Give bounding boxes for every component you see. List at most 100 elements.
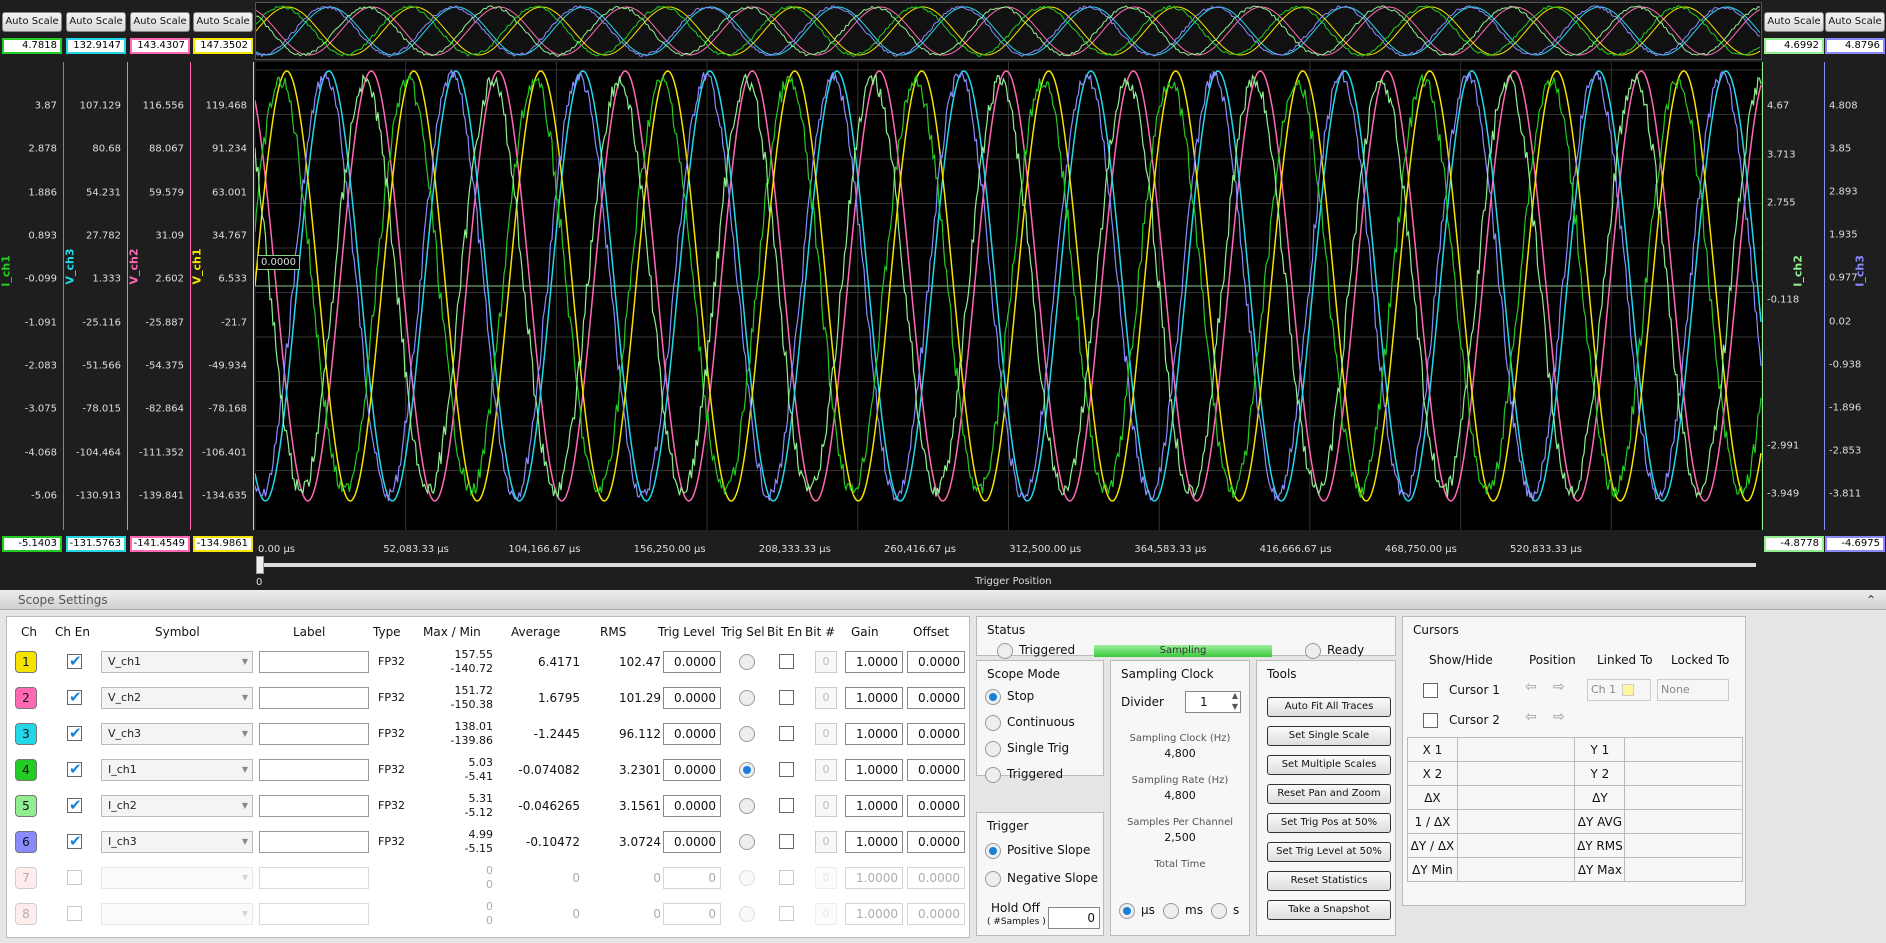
channel-trig-sel-radio[interactable] bbox=[739, 690, 755, 706]
channel-offset-input[interactable]: 0.0000 bbox=[907, 723, 965, 745]
axis-max-input-v-ch2[interactable]: 143.4307 bbox=[130, 38, 190, 54]
auto-scale-button-i-ch3[interactable]: Auto Scale bbox=[1825, 12, 1885, 32]
channel-offset-input[interactable]: 0.0000 bbox=[907, 903, 965, 925]
channel-trig-sel-radio[interactable] bbox=[739, 762, 755, 778]
reset-pan-zoom-button[interactable]: Reset Pan and Zoom bbox=[1267, 784, 1391, 804]
channel-enable-checkbox[interactable] bbox=[67, 688, 82, 706]
channel-offset-input[interactable]: 0.0000 bbox=[907, 687, 965, 709]
set-trig-pos-button[interactable]: Set Trig Pos at 50% bbox=[1267, 813, 1391, 833]
take-snapshot-button[interactable]: Take a Snapshot bbox=[1267, 900, 1391, 920]
set-trig-level-button[interactable]: Set Trig Level at 50% bbox=[1267, 842, 1391, 862]
set-multiple-scales-button[interactable]: Set Multiple Scales bbox=[1267, 755, 1391, 775]
channel-enable-checkbox[interactable] bbox=[67, 760, 82, 778]
channel-symbol-select[interactable]: I_ch2 ▼ bbox=[101, 795, 253, 817]
auto-scale-button-i-ch1[interactable]: Auto Scale bbox=[2, 12, 62, 32]
channel-trig-level-input[interactable]: 0.0000 bbox=[663, 831, 721, 853]
channel-gain-input[interactable]: 1.0000 bbox=[845, 687, 903, 709]
axis-min-input-v-ch3[interactable]: -131.5763 bbox=[66, 536, 126, 552]
channel-bit-en-checkbox[interactable] bbox=[779, 726, 794, 741]
auto-scale-button-v-ch3[interactable]: Auto Scale bbox=[66, 12, 126, 32]
channel-gain-input[interactable]: 1.0000 bbox=[845, 867, 903, 889]
axis-max-input-i-ch2[interactable]: 4.6992 bbox=[1764, 38, 1824, 54]
channel-bit-num-input[interactable]: 0 bbox=[815, 651, 837, 673]
channel-offset-input[interactable]: 0.0000 bbox=[907, 651, 965, 673]
channel-label-input[interactable] bbox=[259, 867, 369, 889]
channel-bit-num-input[interactable]: 0 bbox=[815, 903, 837, 925]
auto-fit-all-traces-button[interactable]: Auto Fit All Traces bbox=[1267, 697, 1391, 717]
cursor-1-locked-select[interactable]: None bbox=[1657, 679, 1729, 701]
channel-symbol-select[interactable]: V_ch3 ▼ bbox=[101, 723, 253, 745]
axis-max-input-i-ch1[interactable]: 4.7818 bbox=[2, 38, 62, 54]
y-axis-v-ch3[interactable]: V_ch3 107.129 80.68 54.231 27.782 1.333 -25.1… bbox=[64, 62, 128, 530]
channel-gain-input[interactable]: 1.0000 bbox=[845, 723, 903, 745]
channel-offset-input[interactable]: 0.0000 bbox=[907, 759, 965, 781]
channel-trig-sel-radio[interactable] bbox=[739, 654, 755, 670]
y-axis-v-ch2[interactable]: V_ch2 116.556 88.067 59.579 31.09 2.602 -25.8… bbox=[128, 62, 191, 530]
channel-label-input[interactable] bbox=[259, 795, 369, 817]
channel-trig-sel-radio[interactable] bbox=[739, 834, 755, 850]
channel-offset-input[interactable]: 0.0000 bbox=[907, 795, 965, 817]
channel-label-input[interactable] bbox=[259, 903, 369, 925]
channel-gain-input[interactable]: 1.0000 bbox=[845, 759, 903, 781]
channel-trig-sel-radio[interactable] bbox=[739, 726, 755, 742]
channel-trig-sel-radio[interactable] bbox=[739, 798, 755, 814]
channel-symbol-select[interactable]: I_ch1 ▼ bbox=[101, 759, 253, 781]
channel-gain-input[interactable]: 1.0000 bbox=[845, 831, 903, 853]
channel-enable-checkbox[interactable] bbox=[67, 906, 82, 921]
channel-label-input[interactable] bbox=[259, 651, 369, 673]
channel-symbol-select[interactable]: ▼ bbox=[101, 903, 253, 925]
reset-statistics-button[interactable]: Reset Statistics bbox=[1267, 871, 1391, 891]
channel-enable-checkbox[interactable] bbox=[67, 832, 82, 850]
channel-offset-input[interactable]: 0.0000 bbox=[907, 867, 965, 889]
channel-trig-level-input[interactable]: 0 bbox=[663, 867, 721, 889]
channel-gain-input[interactable]: 1.0000 bbox=[845, 651, 903, 673]
channel-symbol-select[interactable]: V_ch2 ▼ bbox=[101, 687, 253, 709]
channel-trig-level-input[interactable]: 0.0000 bbox=[663, 687, 721, 709]
channel-enable-checkbox[interactable] bbox=[67, 796, 82, 814]
y-axis-i-ch2[interactable]: I_ch2 4.67 3.713 2.755 -0.118 -2.991 -3.949 bbox=[1762, 62, 1824, 530]
cursor-2-checkbox[interactable] bbox=[1423, 713, 1438, 728]
channel-bit-en-checkbox[interactable] bbox=[779, 798, 794, 813]
channel-trig-level-input[interactable]: 0.0000 bbox=[663, 723, 721, 745]
collapse-icon[interactable]: ⌃ bbox=[1865, 593, 1876, 607]
divider-spinner[interactable]: 1 ▲ ▼ bbox=[1185, 691, 1241, 713]
scope-plot-area[interactable]: 0.0000 bbox=[254, 62, 1763, 530]
trigger-position-handle[interactable] bbox=[256, 556, 264, 574]
channel-trig-level-input[interactable]: 0.0000 bbox=[663, 795, 721, 817]
axis-max-input-v-ch3[interactable]: 132.9147 bbox=[66, 38, 126, 54]
channel-bit-en-checkbox[interactable] bbox=[779, 690, 794, 705]
channel-gain-input[interactable]: 1.0000 bbox=[845, 795, 903, 817]
channel-trig-level-input[interactable]: 0.0000 bbox=[663, 651, 721, 673]
y-axis-i-ch3[interactable]: I_ch3 4.808 3.85 2.893 1.935 0.977 0.02 -0.938… bbox=[1824, 62, 1886, 530]
cursor-1-right-arrow-icon[interactable]: ⇨ bbox=[1553, 679, 1565, 695]
channel-bit-num-input[interactable]: 0 bbox=[815, 867, 837, 889]
holdoff-input[interactable]: 0 bbox=[1048, 907, 1100, 929]
cursor-1-linked-select[interactable]: Ch 1 bbox=[1587, 679, 1651, 701]
channel-label-input[interactable] bbox=[259, 687, 369, 709]
trigger-position-track[interactable] bbox=[258, 563, 1756, 567]
channel-symbol-select[interactable]: I_ch3 ▼ bbox=[101, 831, 253, 853]
axis-max-input-i-ch3[interactable]: 4.8796 bbox=[1825, 38, 1885, 54]
overview-strip[interactable] bbox=[255, 2, 1762, 60]
axis-min-input-v-ch2[interactable]: -141.4549 bbox=[130, 536, 190, 552]
cursor-1-checkbox[interactable] bbox=[1423, 683, 1438, 698]
channel-enable-checkbox[interactable] bbox=[67, 870, 82, 885]
channel-symbol-select[interactable]: ▼ bbox=[101, 867, 253, 889]
cursor-2-left-arrow-icon[interactable]: ⇦ bbox=[1525, 709, 1537, 725]
axis-min-input-i-ch3[interactable]: -4.6975 bbox=[1825, 536, 1885, 552]
channel-bit-num-input[interactable]: 0 bbox=[815, 831, 837, 853]
axis-min-input-i-ch1[interactable]: -5.1403 bbox=[2, 536, 62, 552]
channel-label-input[interactable] bbox=[259, 831, 369, 853]
channel-gain-input[interactable]: 1.0000 bbox=[845, 903, 903, 925]
scope-settings-header[interactable]: Scope Settings ⌃ bbox=[0, 590, 1886, 610]
channel-bit-num-input[interactable]: 0 bbox=[815, 759, 837, 781]
spinner-arrows-icon[interactable]: ▲ ▼ bbox=[1231, 691, 1238, 711]
channel-bit-en-checkbox[interactable] bbox=[779, 654, 794, 669]
channel-bit-num-input[interactable]: 0 bbox=[815, 723, 837, 745]
channel-bit-num-input[interactable]: 0 bbox=[815, 795, 837, 817]
channel-enable-checkbox[interactable] bbox=[67, 652, 82, 670]
channel-trig-sel-radio[interactable] bbox=[739, 870, 755, 886]
channel-symbol-select[interactable]: V_ch1 ▼ bbox=[101, 651, 253, 673]
channel-trig-level-input[interactable]: 0 bbox=[663, 903, 721, 925]
auto-scale-button-v-ch2[interactable]: Auto Scale bbox=[130, 12, 190, 32]
